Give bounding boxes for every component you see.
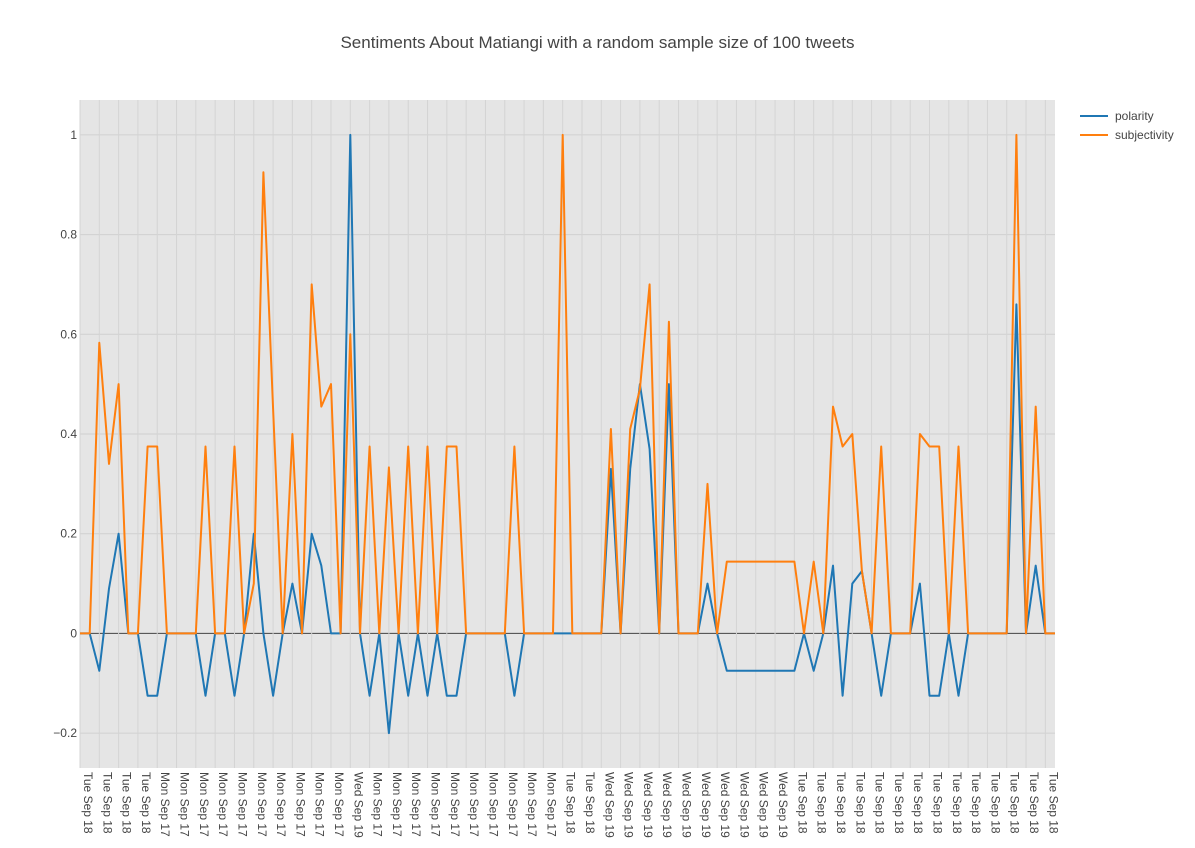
- y-tick-label: 0.8: [60, 228, 77, 242]
- grid-lines: [79, 100, 1055, 768]
- x-tick-label: Mon Sep 17: [178, 772, 192, 837]
- x-tick-label: Wed Sep 19: [660, 772, 674, 838]
- legend-label-polarity: polarity: [1115, 108, 1154, 123]
- x-tick-label: Mon Sep 17: [332, 772, 346, 837]
- x-tick-label: Tue Sep 18: [873, 772, 887, 834]
- y-tick-label: 0.6: [60, 327, 77, 341]
- x-tick-label: Mon Sep 17: [255, 772, 269, 837]
- x-tick-label: Wed Sep 19: [699, 772, 713, 838]
- x-tick-label: Wed Sep 19: [776, 772, 790, 838]
- x-tick-label: Tue Sep 18: [931, 772, 945, 834]
- y-tick-label: 0: [70, 626, 77, 640]
- x-tick-label: Tue Sep 18: [139, 772, 153, 834]
- x-tick-label: Tue Sep 18: [950, 772, 964, 834]
- x-tick-label: Wed Sep 19: [641, 772, 655, 838]
- x-tick-label: Wed Sep 19: [680, 772, 694, 838]
- x-tick-label: Wed Sep 19: [602, 772, 616, 838]
- y-tick-label: 0.2: [60, 527, 77, 541]
- series-lines: [80, 133, 1055, 735]
- x-tick-label: Tue Sep 18: [969, 772, 983, 834]
- x-tick-label: Tue Sep 18: [834, 772, 848, 834]
- x-tick-label: Tue Sep 18: [583, 772, 597, 834]
- x-tick-label: Mon Sep 17: [506, 772, 520, 837]
- x-tick-label: Mon Sep 17: [197, 772, 211, 837]
- x-tick-label: Mon Sep 17: [313, 772, 327, 837]
- x-tick-label: Mon Sep 17: [409, 772, 423, 837]
- x-tick-label: Wed Sep 19: [757, 772, 771, 838]
- legend-item-subjectivity[interactable]: subjectivity: [1080, 125, 1174, 144]
- y-tick-labels: −0.2 0 0.2 0.4 0.6 0.8 1: [53, 128, 77, 740]
- x-tick-label: Mon Sep 17: [525, 772, 539, 837]
- x-tick-label: Tue Sep 18: [911, 772, 925, 834]
- legend-swatch-polarity: [1080, 114, 1108, 117]
- x-tick-label: Mon Sep 17: [448, 772, 462, 837]
- x-tick-label: Wed Sep 19: [737, 772, 751, 838]
- legend-item-polarity[interactable]: polarity: [1080, 106, 1174, 125]
- x-tick-label: Tue Sep 18: [564, 772, 578, 834]
- x-tick-label: Mon Sep 17: [371, 772, 385, 837]
- x-tick-label: Mon Sep 17: [486, 772, 500, 837]
- x-tick-label: Tue Sep 18: [988, 772, 1002, 834]
- x-tick-label: Mon Sep 17: [467, 772, 481, 837]
- x-tick-label: Mon Sep 17: [158, 772, 172, 837]
- legend-label-subjectivity: subjectivity: [1115, 127, 1174, 142]
- x-tick-label: Tue Sep 18: [853, 772, 867, 834]
- x-tick-label: Mon Sep 17: [216, 772, 230, 837]
- x-tick-label: Tue Sep 18: [1008, 772, 1022, 834]
- chart-title: Sentiments About Matiangi with a random …: [340, 33, 855, 52]
- x-tick-label: Tue Sep 18: [795, 772, 809, 834]
- x-tick-label: Mon Sep 17: [390, 772, 404, 837]
- x-tick-label: Mon Sep 17: [274, 772, 288, 837]
- x-tick-label: Wed Sep 19: [622, 772, 636, 838]
- x-tick-label: Tue Sep 18: [100, 772, 114, 834]
- legend: polarity subjectivity: [1080, 106, 1174, 144]
- y-tick-label: 1: [70, 128, 77, 142]
- x-tick-label: Wed Sep 19: [351, 772, 365, 838]
- x-tick-label: Tue Sep 18: [815, 772, 829, 834]
- x-tick-label: Tue Sep 18: [1046, 772, 1060, 834]
- x-tick-label: Mon Sep 17: [544, 772, 558, 837]
- x-tick-label: Wed Sep 19: [718, 772, 732, 838]
- legend-swatch-subjectivity: [1080, 133, 1108, 136]
- x-tick-labels: Tue Sep 18 Tue Sep 18 Tue Sep 18 Tue Sep 18…: [81, 772, 1060, 838]
- y-tick-label: 0.4: [60, 427, 77, 441]
- x-tick-label: Tue Sep 18: [1027, 772, 1041, 834]
- x-tick-label: Tue Sep 18: [120, 772, 134, 834]
- x-tick-label: Mon Sep 17: [293, 772, 307, 837]
- y-tick-label: −0.2: [53, 726, 77, 740]
- series-line-subjectivity: [80, 133, 1055, 635]
- x-tick-label: Tue Sep 18: [81, 772, 95, 834]
- x-tick-label: Tue Sep 18: [892, 772, 906, 834]
- x-tick-label: Mon Sep 17: [235, 772, 249, 837]
- x-tick-label: Mon Sep 17: [429, 772, 443, 837]
